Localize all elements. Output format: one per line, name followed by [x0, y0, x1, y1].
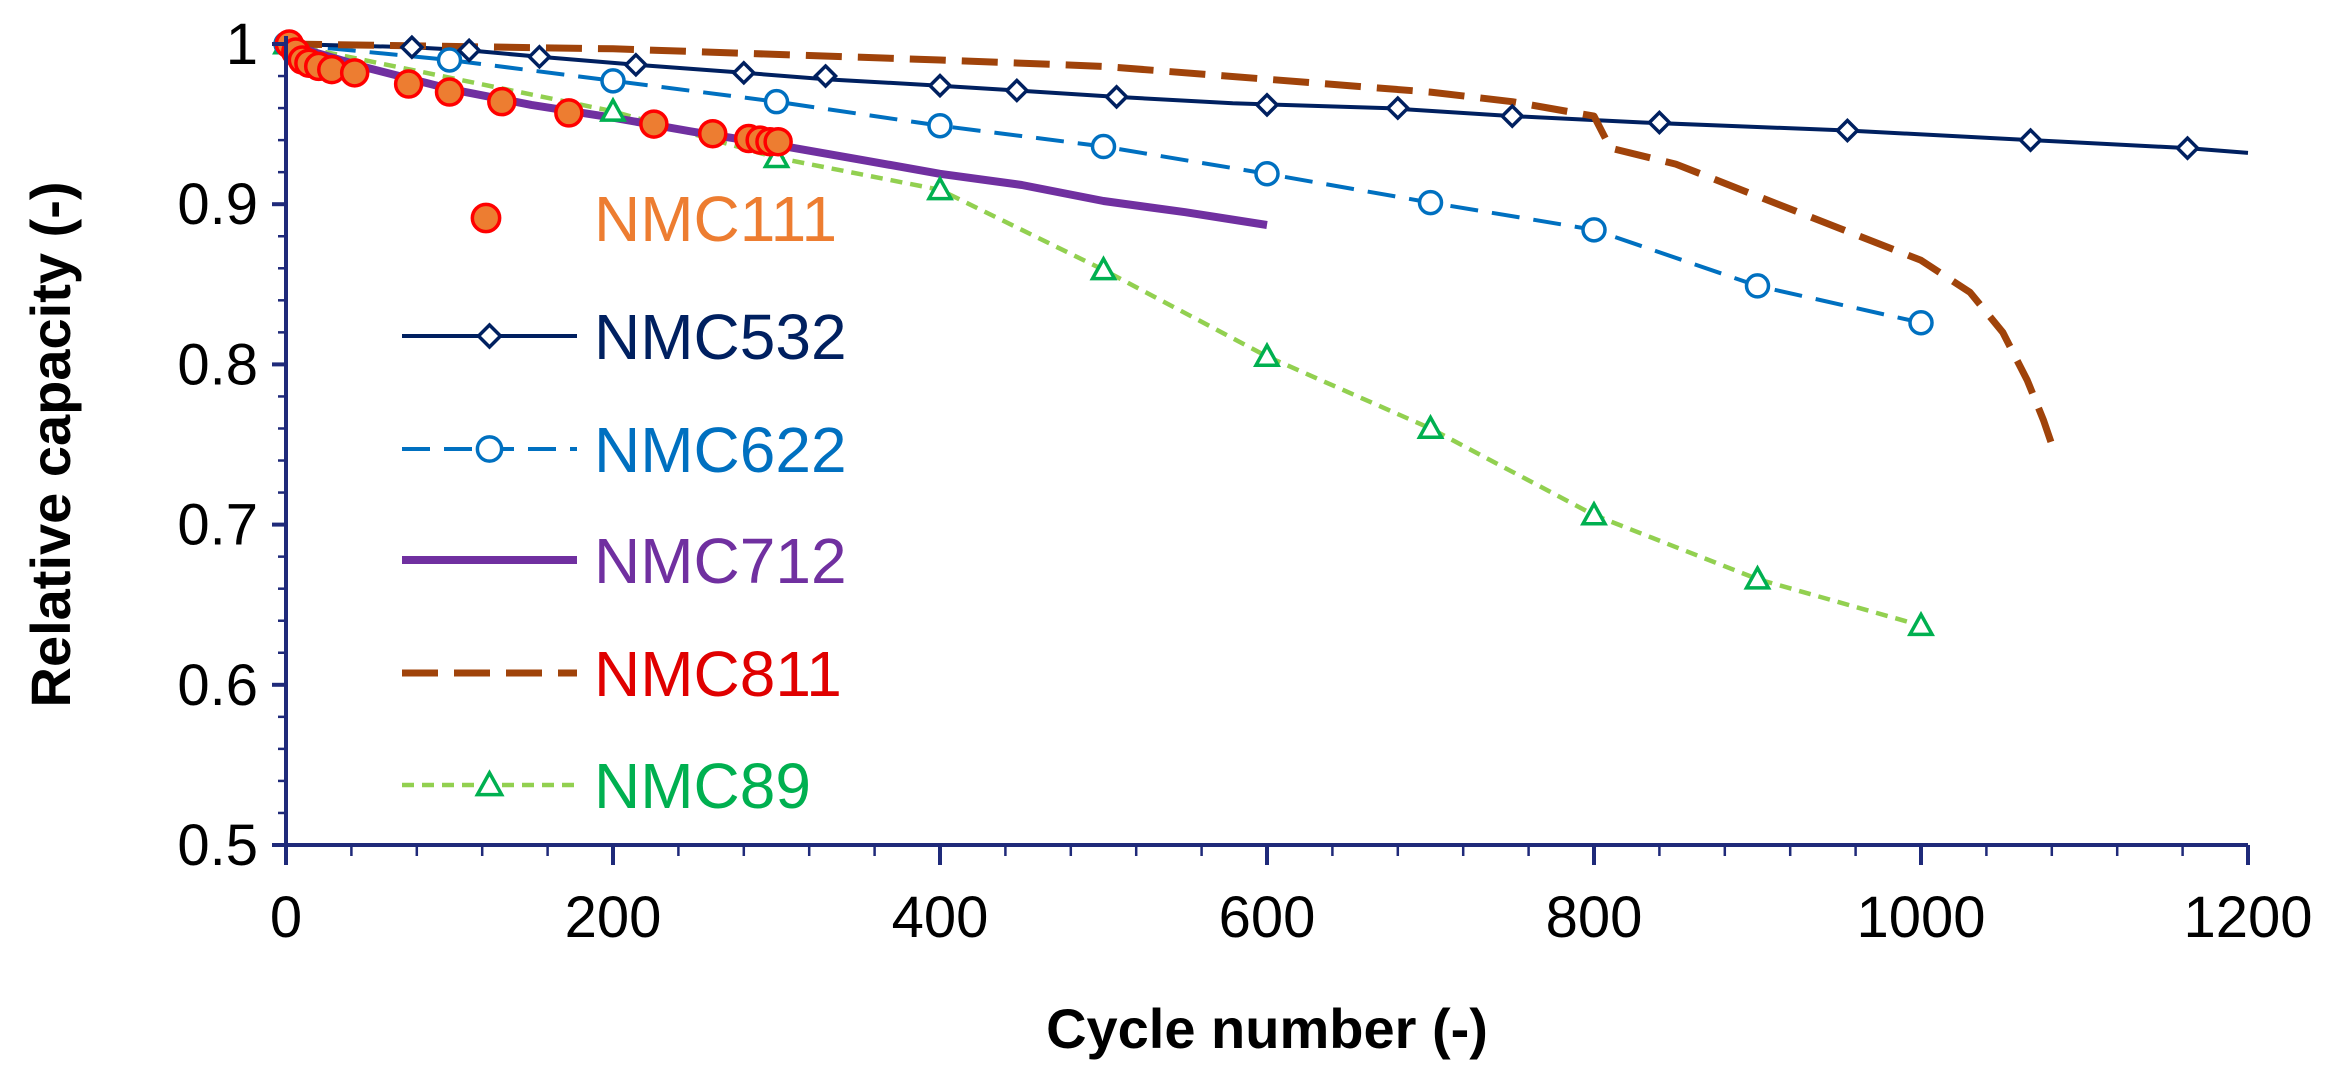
axes — [272, 36, 2250, 865]
data-point-nmc532 — [623, 52, 649, 78]
data-point-nmc622 — [1417, 189, 1444, 216]
data-point-nmc622 — [436, 47, 463, 73]
x-tick-label: 800 — [1546, 885, 1643, 950]
data-point-nmc111 — [339, 58, 370, 88]
series-line-nmc532 — [285, 42, 2249, 155]
data-point-nmc532 — [526, 44, 552, 70]
data-point-nmc89 — [1743, 564, 1772, 590]
data-point-nmc111 — [487, 86, 517, 117]
data-point-nmc89 — [1580, 500, 1608, 526]
data-point-nmc111 — [554, 98, 584, 128]
series-lines — [284, 40, 2249, 628]
data-point-nmc89 — [599, 96, 627, 122]
data-point-nmc532 — [1104, 84, 1130, 110]
legend-item-nmc712: NMC712 — [402, 525, 847, 597]
x-tick-label: 400 — [892, 885, 989, 950]
legend-item-nmc111: NMC111 — [470, 183, 837, 255]
y-tick-label: 0.6 — [177, 653, 258, 718]
data-point-nmc532 — [1499, 103, 1525, 129]
legend-marker-nmc111 — [470, 202, 502, 234]
data-point-nmc111 — [697, 118, 728, 149]
legend-marker-nmc622 — [475, 435, 504, 463]
legend-item-nmc811: NMC811 — [402, 638, 842, 710]
data-point-nmc532 — [2175, 135, 2200, 161]
series-line-nmc811 — [285, 40, 2056, 446]
legend-item-nmc532: NMC532 — [402, 301, 847, 373]
data-point-nmc532 — [1004, 77, 1030, 103]
data-point-nmc111 — [763, 126, 793, 157]
legend-label-nmc712: NMC712 — [594, 525, 847, 597]
data-point-nmc89 — [1907, 610, 1935, 637]
data-point-nmc622 — [1744, 273, 1771, 299]
legend-item-nmc89: NMC89 — [402, 750, 811, 822]
data-point-nmc532 — [1834, 118, 1860, 143]
legend-marker-nmc532 — [476, 322, 503, 350]
data-point-nmc622 — [1908, 309, 1934, 336]
legend-label-nmc111: NMC111 — [594, 183, 837, 255]
data-point-nmc622 — [927, 112, 953, 139]
data-point-nmc532 — [1646, 110, 1672, 135]
y-tick-label: 0.8 — [177, 332, 258, 397]
series-markers — [272, 29, 2200, 637]
data-point-nmc532 — [399, 34, 425, 60]
data-point-nmc532 — [2018, 127, 2044, 153]
data-point-nmc532 — [1254, 92, 1280, 118]
x-tick-label: 0 — [270, 885, 302, 950]
data-point-nmc622 — [1581, 217, 1607, 243]
data-point-nmc111 — [639, 109, 669, 139]
data-point-nmc89 — [1416, 413, 1445, 440]
y-tick-label: 1 — [226, 12, 258, 77]
x-tick-label: 1000 — [1856, 885, 1985, 950]
series-line-nmc622 — [285, 42, 1922, 325]
data-point-nmc111 — [434, 77, 465, 107]
data-point-nmc532 — [456, 37, 482, 63]
data-point-nmc89 — [1089, 255, 1118, 281]
legend: NMC111 NMC532 NMC622 NMC712 NMC811 NMC89 — [402, 183, 847, 822]
data-point-nmc89 — [762, 143, 791, 169]
data-point-nmc532 — [927, 73, 953, 99]
x-tick-label: 200 — [565, 885, 662, 950]
x-axis-title: Cycle number (-) — [1046, 997, 1488, 1060]
x-tick-label: 1200 — [2183, 885, 2312, 950]
data-point-nmc622 — [1090, 133, 1117, 160]
y-axis-title: Relative capacity (-) — [19, 182, 82, 708]
data-point-nmc622 — [763, 88, 790, 115]
data-point-nmc532 — [813, 63, 839, 89]
y-tick-label: 0.7 — [177, 493, 258, 558]
data-point-nmc622 — [600, 68, 626, 94]
data-point-nmc532 — [1385, 95, 1411, 121]
legend-item-nmc622: NMC622 — [402, 414, 847, 486]
y-tick-label: 0.9 — [177, 172, 258, 237]
data-point-nmc89 — [1253, 341, 1281, 367]
legend-label-nmc89: NMC89 — [594, 750, 811, 822]
tick-labels: 0.5 0.6 0.7 0.8 0.9 1 0 200 400 600 800 1000 1200 — [177, 12, 2312, 950]
data-point-nmc622 — [1254, 161, 1280, 187]
legend-label-nmc622: NMC622 — [594, 414, 847, 486]
data-point-nmc89 — [926, 175, 954, 201]
series-line-nmc89 — [285, 41, 1922, 628]
legend-marker-nmc89 — [474, 769, 505, 797]
data-point-nmc532 — [731, 60, 757, 86]
data-point-nmc111 — [393, 69, 424, 99]
legend-label-nmc532: NMC532 — [594, 301, 847, 373]
legend-label-nmc811: NMC811 — [594, 638, 842, 710]
y-tick-label: 0.5 — [177, 813, 258, 878]
x-tick-label: 600 — [1219, 885, 1316, 950]
